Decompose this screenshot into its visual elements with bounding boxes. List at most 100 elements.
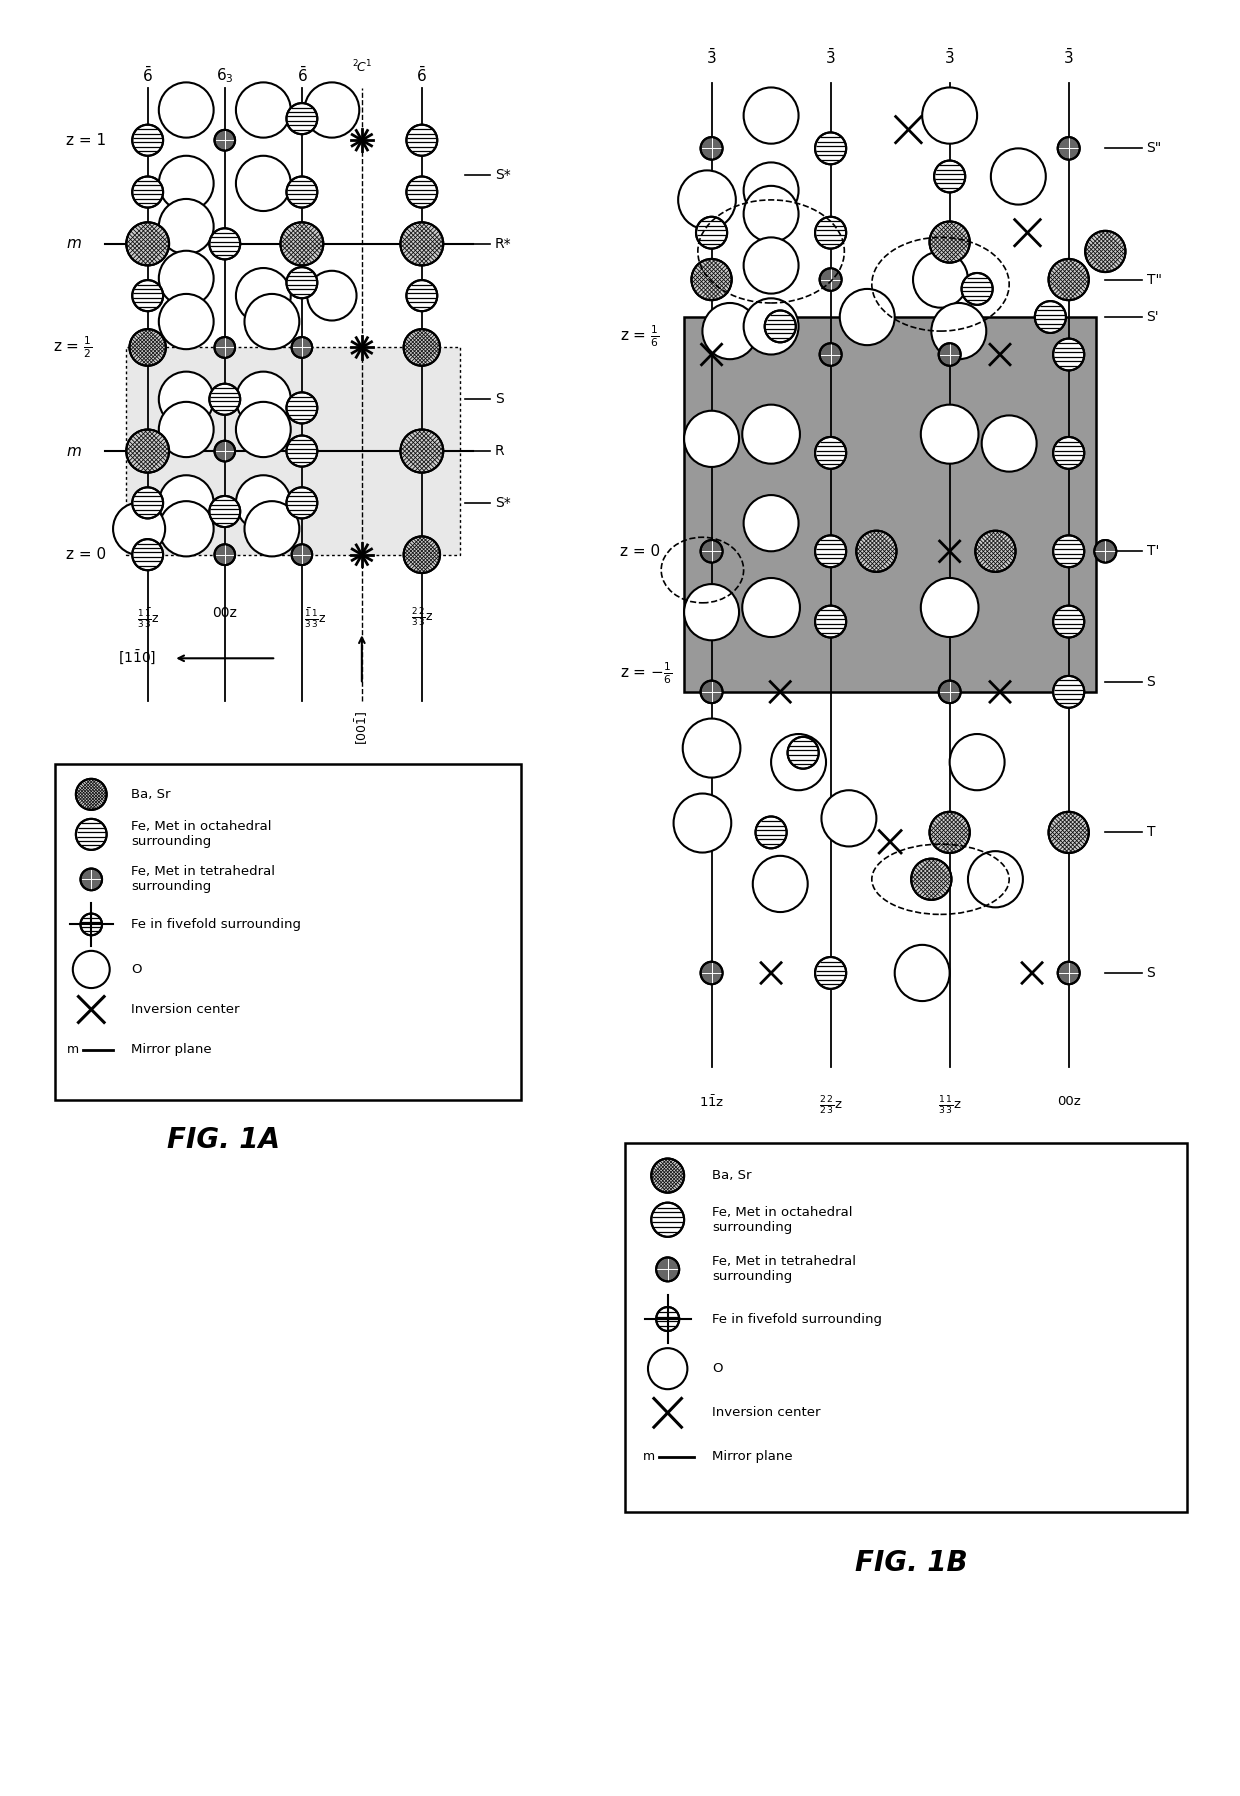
Text: $1\bar{1}$z: $1\bar{1}$z [699, 1096, 724, 1110]
Text: Mirror plane: Mirror plane [131, 1043, 212, 1056]
Circle shape [305, 83, 360, 138]
Text: Fe in fivefold surrounding: Fe in fivefold surrounding [131, 918, 301, 930]
Text: Ba, Sr: Ba, Sr [712, 1169, 751, 1182]
Circle shape [159, 83, 213, 138]
Circle shape [1053, 605, 1084, 638]
Text: S: S [1147, 675, 1156, 690]
Text: $\frac{1}{3}\frac{1}{3}$z: $\frac{1}{3}\frac{1}{3}$z [937, 1096, 961, 1117]
Text: z = $\frac{1}{6}$: z = $\frac{1}{6}$ [620, 323, 660, 348]
Text: $\frac{2}{3}\frac{2}{3}$z: $\frac{2}{3}\frac{2}{3}$z [410, 607, 433, 629]
Text: z = $-\frac{1}{6}$: z = $-\frac{1}{6}$ [620, 661, 672, 686]
Text: S": S" [1147, 142, 1162, 156]
Circle shape [286, 487, 317, 519]
Circle shape [286, 102, 317, 135]
Circle shape [286, 392, 317, 424]
Text: $\bar{3}$: $\bar{3}$ [826, 48, 836, 66]
Circle shape [401, 429, 443, 472]
Circle shape [81, 869, 102, 891]
Circle shape [133, 280, 164, 311]
Circle shape [684, 411, 739, 467]
Circle shape [895, 945, 950, 1000]
Circle shape [1049, 812, 1089, 853]
Circle shape [931, 304, 986, 359]
Circle shape [1095, 541, 1116, 562]
Circle shape [934, 160, 965, 192]
Circle shape [215, 544, 236, 566]
Circle shape [401, 223, 443, 266]
Circle shape [701, 961, 723, 984]
Text: Inversion center: Inversion center [712, 1406, 821, 1419]
Text: R: R [495, 444, 505, 458]
Circle shape [113, 503, 165, 555]
Text: $\frac{2}{2}\frac{2}{3}$z: $\frac{2}{2}\frac{2}{3}$z [818, 1096, 842, 1117]
Circle shape [857, 530, 897, 571]
Circle shape [291, 338, 312, 357]
Circle shape [126, 429, 169, 472]
Text: S*: S* [495, 496, 511, 510]
Circle shape [787, 736, 818, 769]
Circle shape [921, 578, 978, 638]
Circle shape [765, 311, 796, 343]
Circle shape [744, 185, 799, 242]
Text: 00z: 00z [212, 607, 237, 620]
Text: Fe, Met in tetrahedral
surrounding: Fe, Met in tetrahedral surrounding [712, 1255, 856, 1284]
Circle shape [950, 735, 1004, 790]
Circle shape [744, 298, 799, 354]
Text: Fe in fivefold surrounding: Fe in fivefold surrounding [712, 1313, 882, 1325]
Text: m: m [67, 1043, 79, 1056]
Circle shape [236, 372, 290, 427]
Circle shape [921, 404, 978, 463]
Circle shape [236, 402, 290, 458]
Text: $\bar{6}$: $\bar{6}$ [143, 66, 153, 84]
Text: S': S' [1147, 311, 1159, 323]
Circle shape [126, 223, 169, 266]
Circle shape [961, 273, 993, 305]
Circle shape [291, 544, 312, 566]
Text: Inversion center: Inversion center [131, 1002, 239, 1017]
Circle shape [651, 1203, 684, 1237]
Circle shape [280, 223, 324, 266]
Text: T': T' [1147, 544, 1159, 559]
Circle shape [210, 496, 241, 526]
Circle shape [133, 487, 164, 519]
Circle shape [678, 171, 735, 230]
Circle shape [968, 851, 1023, 907]
Text: T: T [1147, 826, 1154, 839]
Circle shape [133, 176, 164, 208]
Text: $\bar{3}$: $\bar{3}$ [945, 48, 955, 66]
Circle shape [210, 228, 241, 259]
Bar [684, 318, 1096, 691]
Circle shape [76, 779, 107, 810]
Circle shape [744, 88, 799, 144]
Circle shape [1035, 302, 1066, 332]
Circle shape [407, 280, 438, 311]
Circle shape [73, 950, 109, 988]
Circle shape [210, 384, 241, 415]
Text: m: m [642, 1451, 655, 1464]
Circle shape [976, 530, 1016, 571]
Circle shape [407, 124, 438, 156]
Circle shape [1053, 339, 1084, 370]
Text: T": T" [1147, 273, 1162, 287]
Circle shape [159, 295, 213, 348]
Text: m: m [66, 237, 81, 251]
Circle shape [1085, 232, 1126, 271]
Circle shape [744, 162, 799, 219]
Text: O: O [712, 1361, 723, 1376]
Circle shape [159, 251, 213, 305]
Circle shape [753, 857, 807, 912]
Circle shape [744, 496, 799, 551]
Text: Fe, Met in tetrahedral
surrounding: Fe, Met in tetrahedral surrounding [131, 866, 275, 893]
Text: Mirror plane: Mirror plane [712, 1451, 792, 1464]
Circle shape [743, 404, 800, 463]
Circle shape [815, 605, 846, 638]
Circle shape [702, 304, 758, 359]
Circle shape [1053, 675, 1084, 708]
Text: z = 0: z = 0 [66, 548, 107, 562]
Circle shape [701, 136, 723, 160]
Text: z = 1: z = 1 [66, 133, 107, 147]
Text: z = 0: z = 0 [620, 544, 660, 559]
Circle shape [913, 251, 968, 307]
Circle shape [159, 402, 213, 458]
Circle shape [1058, 136, 1080, 160]
